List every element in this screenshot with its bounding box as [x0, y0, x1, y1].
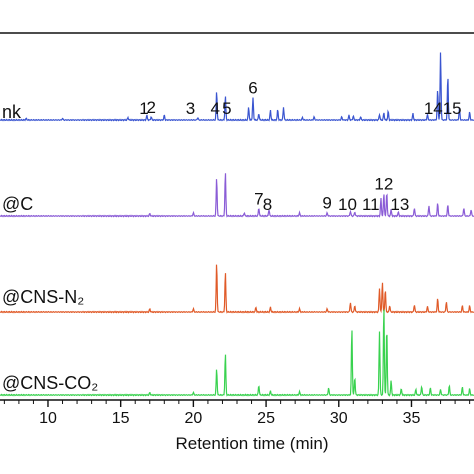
peak-label-2: 2	[146, 98, 155, 117]
x-tick-label-30: 30	[330, 410, 348, 427]
x-tick-label-15: 15	[112, 410, 130, 427]
series-line-1	[0, 173, 474, 218]
series-label-1: @C	[2, 194, 33, 214]
series-line-3	[0, 309, 474, 397]
series-label-2: @CNS-N₂	[2, 287, 84, 307]
x-tick-label-20: 20	[184, 410, 202, 427]
peak-label-13: 13	[390, 195, 409, 214]
peak-label-10: 10	[338, 195, 357, 214]
x-tick-label-10: 10	[39, 410, 57, 427]
peak-label-1: 1	[139, 99, 148, 118]
peak-label-8: 8	[263, 195, 272, 214]
x-tick-label-25: 25	[257, 410, 275, 427]
x-tick-label-35: 35	[403, 410, 421, 427]
peak-label-15: 15	[443, 99, 462, 118]
axis-layer: 10 15 20 25 30 35	[0, 32, 474, 427]
peak-label-9: 9	[322, 193, 331, 212]
peak-label-11: 11	[362, 195, 380, 214]
peak-label-4: 4	[210, 99, 219, 118]
series-line-0	[0, 52, 474, 122]
series-label-3: @CNS-CO₂	[2, 373, 98, 393]
series-label-0: nk	[2, 102, 22, 122]
peak-label-3: 3	[186, 99, 195, 118]
x-axis-title: Retention time (min)	[175, 434, 328, 453]
peak-label-12: 12	[374, 174, 393, 193]
peak-label-5: 5	[222, 99, 231, 118]
series-line-2	[0, 264, 474, 314]
peak-label-14: 14	[424, 99, 443, 118]
peak-label-6: 6	[248, 79, 257, 98]
peak-label-7: 7	[254, 189, 263, 208]
series-layer	[0, 52, 474, 397]
